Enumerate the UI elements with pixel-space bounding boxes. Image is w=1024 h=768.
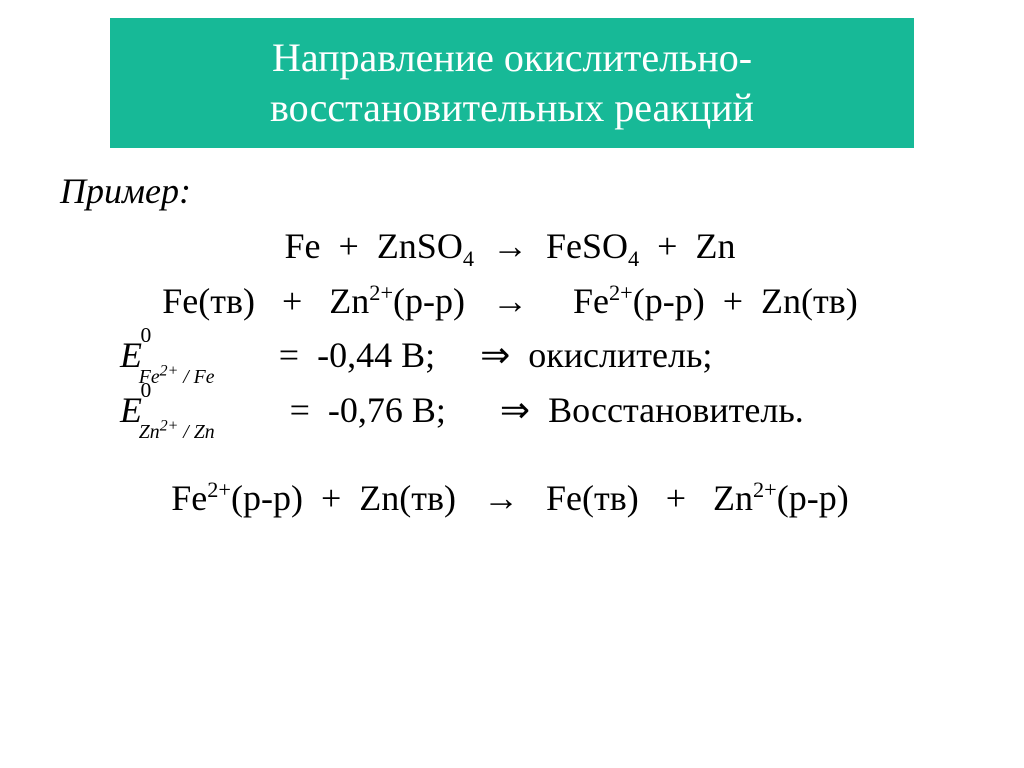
eq1-fe: Fe (285, 226, 321, 266)
eq2-zn-phase: (р-р) (393, 281, 465, 321)
eq2-fe2-sup: 2+ (609, 280, 633, 305)
pot2-sup0: 0 (141, 376, 152, 405)
eq2-zn: Zn (329, 281, 369, 321)
eq3-fe-solid: Fe(тв) (546, 478, 639, 518)
pot1-sub-sup: 2+ (160, 362, 179, 379)
slide-title-box: Направление окислительно- восстановитель… (110, 18, 914, 148)
eq3-zn2-sup: 2+ (753, 477, 777, 502)
eq3-zn-solid: Zn(тв) (359, 478, 456, 518)
eq2-arrow: → (492, 281, 528, 321)
pot2-val: -0,76 В; (328, 390, 446, 430)
pot2-sub-sup: 2+ (160, 417, 179, 434)
pot1-role: окислитель; (528, 335, 712, 375)
pot2-sub-a: Zn (139, 421, 160, 443)
pot2-sub-slash: / (178, 421, 193, 443)
eq2-plus2: + (723, 281, 743, 321)
potential-2: E 0 Zn2+ / Zn = -0,76 В; ⇒ Восстановител… (120, 386, 960, 435)
eq3-zn2: Zn (713, 478, 753, 518)
eq1-znso-sub: 4 (463, 246, 474, 271)
slide-body: Пример: Fe + ZnSO4 → FeSO4 + Zn Fe(тв) +… (60, 170, 960, 529)
pot1-val: -0,44 В; (317, 335, 435, 375)
pot1-arrow: ⇒ (480, 335, 510, 375)
eq2-plus1: + (282, 281, 302, 321)
eq1-zn: Zn (695, 226, 735, 266)
eq1-znso: ZnSO (377, 226, 463, 266)
pot2-eq: = (290, 390, 310, 430)
pot1-sub-b: Fe (194, 366, 215, 388)
equation-1: Fe + ZnSO4 → FeSO4 + Zn (60, 222, 960, 271)
slide: Направление окислительно- восстановитель… (0, 0, 1024, 768)
slide-title: Направление окислительно- восстановитель… (270, 33, 754, 133)
eq1-arrow: → (492, 226, 528, 266)
eq1-feso-sub: 4 (628, 246, 639, 271)
eq3-plus1: + (321, 478, 341, 518)
pot1-E: E 0 Fe2+ / Fe (120, 331, 261, 380)
eq3-fe2-phase: (р-р) (231, 478, 303, 518)
eq1-feso: FeSO (546, 226, 628, 266)
pot1-sub-slash: / (178, 366, 193, 388)
eq3-fe2-sup: 2+ (207, 477, 231, 502)
title-line-1: Направление окислительно- (272, 35, 752, 80)
potential-1: E 0 Fe2+ / Fe = -0,44 В; ⇒ окислитель; (120, 331, 960, 380)
eq2-zn-solid: Zn(тв) (761, 281, 858, 321)
eq3-arrow: → (483, 478, 519, 518)
example-label: Пример: (60, 170, 960, 212)
colon: : (179, 171, 191, 211)
equation-3: Fe2+(р-р) + Zn(тв) → Fe(тв) + Zn2+(р-р) (60, 474, 960, 523)
title-line-2: восстановительных реакций (270, 85, 754, 130)
pot2-sub-b: Zn (194, 421, 215, 443)
eq2-zn-sup: 2+ (369, 280, 393, 305)
pot2-role: Восстановитель. (548, 390, 804, 430)
pot2-E: E 0 Zn2+ / Zn (120, 386, 272, 435)
eq3-zn2-phase: (р-р) (777, 478, 849, 518)
example-label-text: Пример (60, 171, 179, 211)
eq3-plus2: + (666, 478, 686, 518)
pot1-eq: = (279, 335, 299, 375)
eq2-fe2-phase: (р-р) (633, 281, 705, 321)
equation-2: Fe(тв) + Zn2+(р-р) → Fe2+(р-р) + Zn(тв) (60, 277, 960, 326)
eq2-fe2: Fe (573, 281, 609, 321)
pot1-sup0: 0 (141, 321, 152, 350)
eq3-fe2: Fe (171, 478, 207, 518)
pot2-arrow: ⇒ (500, 390, 530, 430)
eq2-fe-solid: Fe(тв) (162, 281, 255, 321)
pot2-sub: Zn2+ / Zn (139, 419, 215, 446)
